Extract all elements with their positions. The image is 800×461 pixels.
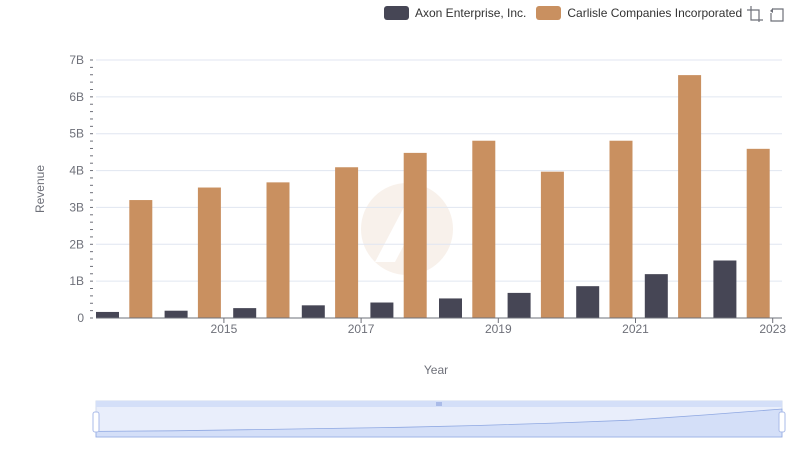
x-axis: 2015 2017 2019 2021 2023 — [96, 317, 786, 336]
bar-axon-2018[interactable] — [370, 302, 394, 318]
bar-carlisle-2018[interactable] — [403, 152, 427, 318]
y-tick-label: 6B — [69, 90, 84, 104]
bar-axon-2020[interactable] — [507, 292, 531, 318]
legend-label-carlisle: Carlisle Companies Incorporated — [567, 6, 743, 20]
legend-label-axon: Axon Enterprise, Inc. — [415, 6, 527, 20]
bar-carlisle-2022[interactable] — [678, 75, 702, 319]
legend-item-carlisle[interactable]: Carlisle Companies Incorporated — [536, 6, 742, 20]
x-axis-title: Year — [424, 363, 448, 377]
legend-swatch-axon — [384, 6, 409, 20]
y-tick-label: 5B — [69, 127, 84, 141]
bar-axon-2019[interactable] — [439, 298, 462, 318]
y-tick-label: 3B — [69, 200, 84, 214]
y-axis: 0 1B 2B 3B 4B 5B 6B 7B — [69, 53, 93, 325]
zoom-move-handle[interactable] — [436, 402, 442, 406]
toolbox — [746, 5, 790, 23]
bar-carlisle-2015[interactable] — [197, 187, 221, 318]
x-tick-label: 2021 — [622, 322, 649, 336]
data-zoom-slider[interactable] — [92, 400, 786, 438]
zoom-preview-area — [95, 408, 783, 438]
zoom-select-icon[interactable] — [746, 5, 764, 23]
legend-item-axon[interactable]: Axon Enterprise, Inc. — [384, 6, 526, 20]
bar-carlisle-2014[interactable] — [129, 200, 153, 318]
x-tick-label: 2017 — [348, 322, 375, 336]
bar-axon-2022[interactable] — [644, 274, 668, 318]
x-tick-label: 2023 — [759, 322, 786, 336]
bar-carlisle-2021[interactable] — [609, 140, 633, 318]
bars — [96, 75, 770, 319]
y-tick-label: 0 — [77, 311, 84, 325]
y-axis-title: Revenue — [33, 165, 47, 213]
zoom-left-handle[interactable] — [92, 411, 100, 433]
bar-carlisle-2017[interactable] — [335, 167, 359, 318]
legend-swatch-carlisle — [536, 6, 562, 20]
bar-axon-2015[interactable] — [164, 310, 188, 318]
restore-icon[interactable] — [768, 5, 786, 23]
y-tick-label: 7B — [69, 53, 84, 67]
bar-axon-2021[interactable] — [576, 286, 600, 318]
legend: Axon Enterprise, Inc. Carlisle Companies… — [384, 4, 752, 22]
bar-carlisle-2016[interactable] — [266, 182, 290, 318]
bar-carlisle-2023[interactable] — [746, 148, 770, 318]
zoom-right-handle[interactable] — [778, 411, 786, 433]
bar-axon-2014[interactable] — [96, 311, 119, 318]
bar-carlisle-2019[interactable] — [472, 140, 496, 318]
bar-carlisle-2020[interactable] — [540, 171, 564, 318]
bar-axon-2016[interactable] — [233, 308, 257, 318]
x-tick-label: 2015 — [211, 322, 238, 336]
y-tick-label: 1B — [69, 274, 84, 288]
bar-axon-2017[interactable] — [301, 305, 325, 318]
bar-axon-2023[interactable] — [713, 260, 737, 318]
y-tick-label: 2B — [69, 237, 84, 251]
y-tick-label: 4B — [69, 164, 84, 178]
x-tick-label: 2019 — [485, 322, 512, 336]
